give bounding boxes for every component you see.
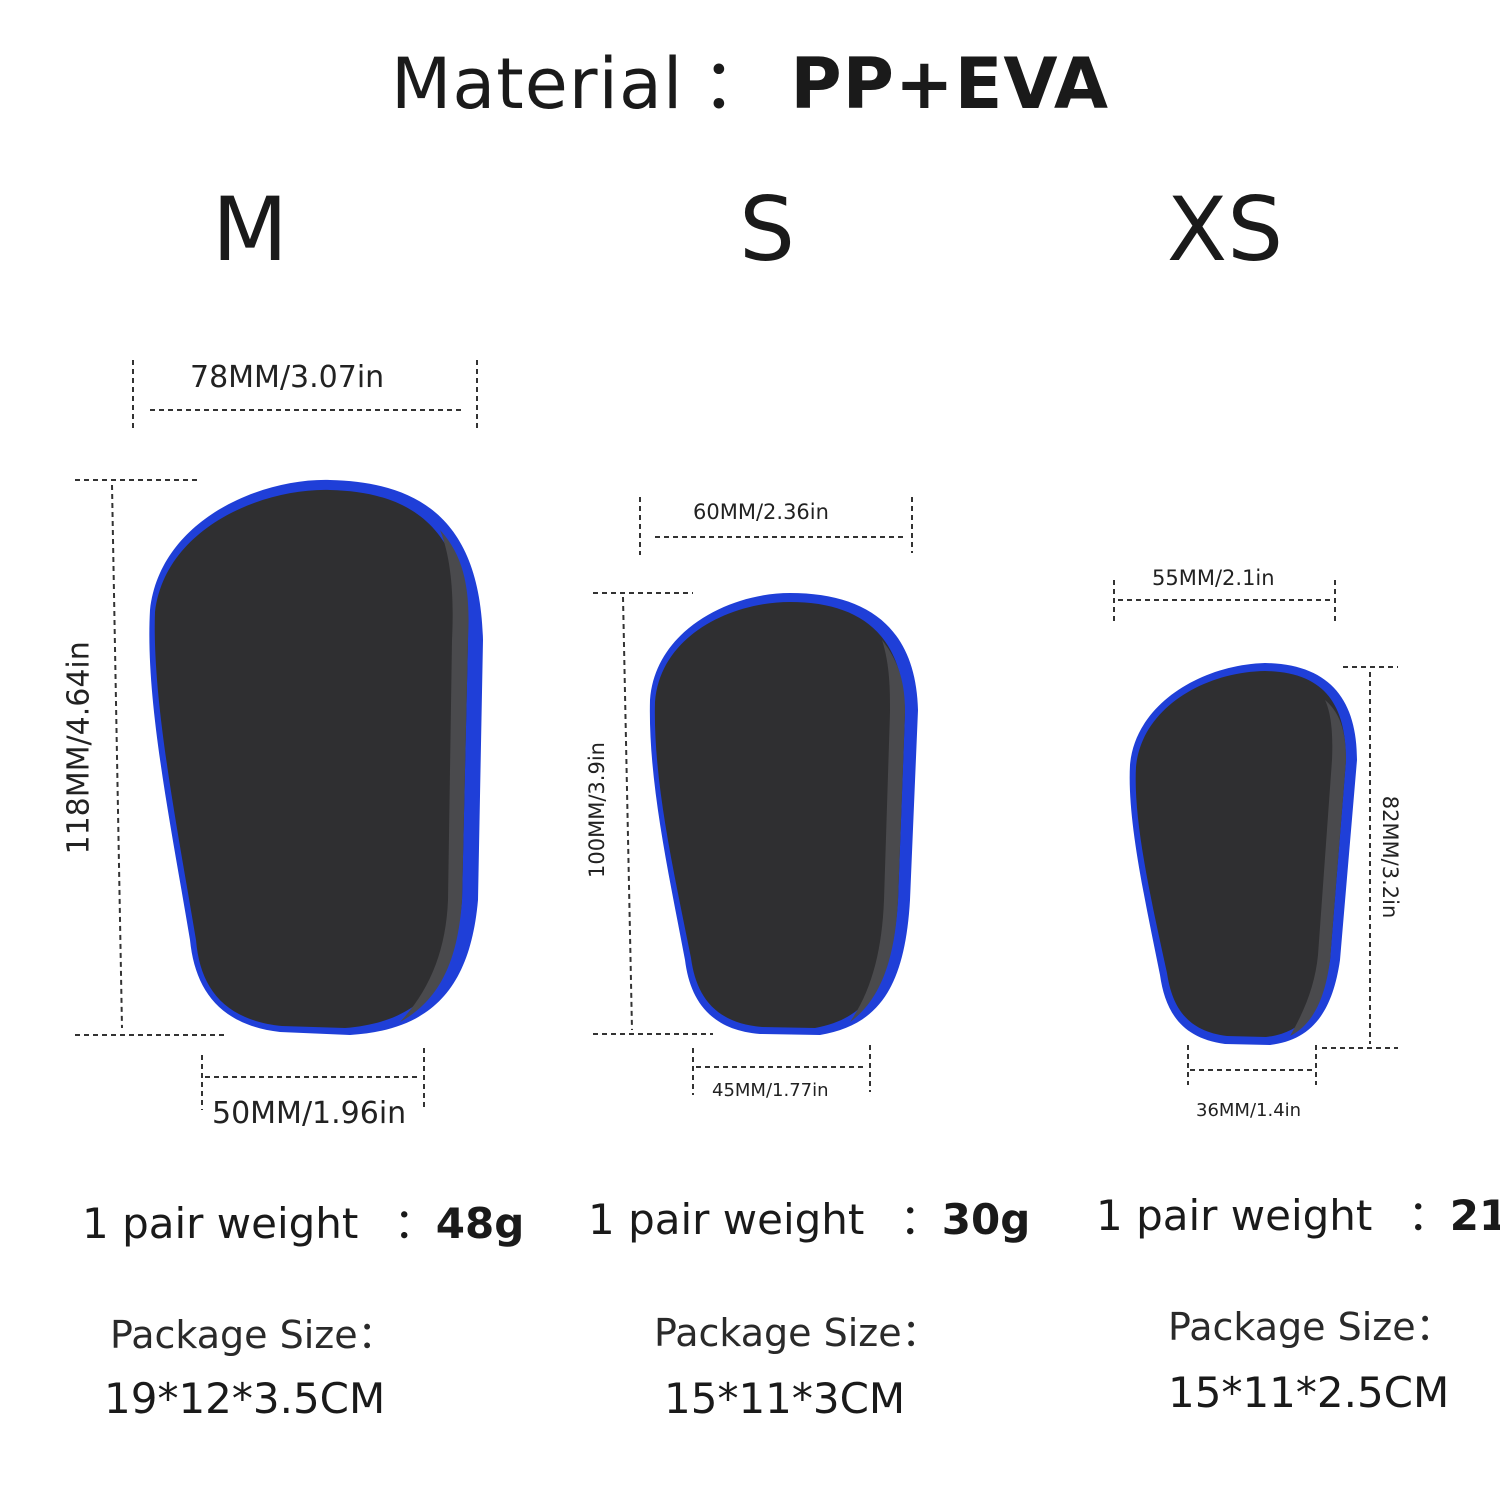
s-bottom-width-label: 45MM/1.77in — [712, 1080, 829, 1101]
s-weight-label: 1 pair weight — [588, 1195, 865, 1244]
m-package-label: Package Size： — [110, 1313, 396, 1357]
s-package-label: Package Size： — [654, 1311, 940, 1355]
xs-weight-separator: ： — [1407, 1191, 1450, 1240]
m-weight: 1 pair weight ：48g — [82, 1190, 524, 1251]
material-separator: ： — [701, 43, 773, 125]
size-label-s: S — [739, 178, 795, 281]
size-label-xs: XS — [1166, 178, 1284, 281]
s-package-value: 15*11*3CM — [664, 1374, 906, 1423]
xs-bottom-width-label: 36MM/1.4in — [1196, 1100, 1302, 1121]
xs-weight-value: 21g — [1449, 1191, 1500, 1240]
xs-top-width-label: 55MM/2.1in — [1152, 566, 1275, 590]
m-weight-separator: ： — [393, 1199, 436, 1248]
s-weight-separator: ： — [899, 1195, 942, 1244]
material-title: Material： PP+EVA — [0, 28, 1500, 129]
xs-height-label: 82MM/3.2in — [1378, 795, 1402, 919]
material-label: Material — [390, 43, 684, 125]
s-top-width-label: 60MM/2.36in — [693, 500, 829, 524]
m-top-width-label: 78MM/3.07in — [190, 360, 385, 395]
s-weight: 1 pair weight ：30g — [588, 1186, 1030, 1247]
xs-weight: 1 pair weight ：21g — [1096, 1182, 1500, 1243]
s-weight-value: 30g — [941, 1195, 1031, 1244]
m-weight-value: 48g — [435, 1199, 525, 1248]
xs-weight-label: 1 pair weight — [1096, 1191, 1373, 1240]
m-package-value: 19*12*3.5CM — [104, 1374, 386, 1423]
size-label-m: M — [212, 178, 288, 281]
shin-pad-xs-image — [1129, 663, 1357, 1045]
xs-package-value: 15*11*2.5CM — [1168, 1368, 1450, 1417]
material-value: PP+EVA — [790, 43, 1110, 125]
m-bottom-width-label: 50MM/1.96in — [212, 1096, 407, 1131]
m-weight-label: 1 pair weight — [82, 1199, 359, 1248]
shin-pad-s-image — [649, 593, 918, 1035]
xs-package-label: Package Size： — [1168, 1305, 1454, 1349]
shin-pad-m-image — [149, 479, 484, 1035]
